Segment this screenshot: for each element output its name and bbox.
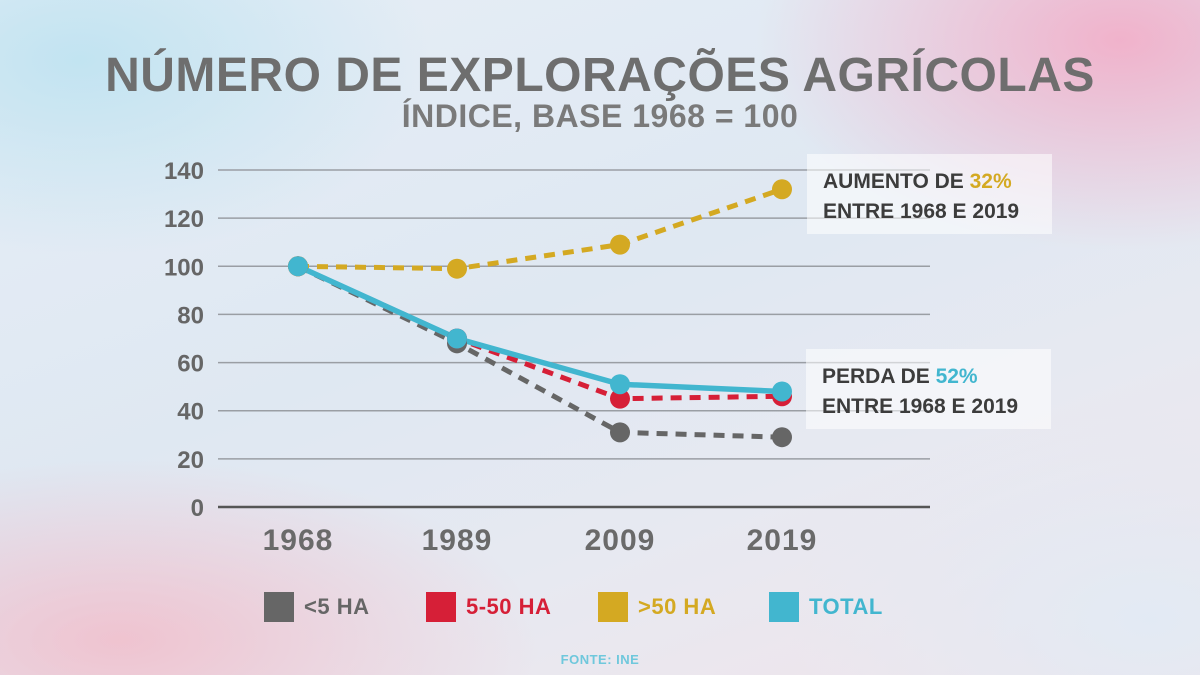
y-tick-label: 80 [177,302,204,329]
data-point-series-0 [610,422,630,443]
callout-increase: AUMENTO DE 32% ENTRE 1968 E 2019 [807,154,1052,234]
callout-loss: PERDA DE 52% ENTRE 1968 E 2019 [806,349,1051,429]
legend-swatch [426,592,456,622]
data-point-series-2 [610,234,630,255]
x-tick-label: 1989 [422,524,493,557]
series-line-3 [296,263,783,395]
y-tick-label: 20 [177,447,204,474]
series-line-0 [296,264,783,440]
callout-loss-value: 52% [935,365,978,388]
data-point-series-3 [288,256,308,277]
data-point-series-2 [772,179,792,200]
legend-item-total: TOTAL [769,590,883,624]
legend-swatch [769,592,799,622]
callout-loss-line1: PERDA DE 52% [822,362,1035,392]
legend-label: >50 HA [638,594,717,619]
series-line-2 [297,186,783,272]
x-tick-label: 2019 [747,524,818,557]
legend-item-over-50ha: >50 HA [598,590,716,624]
y-tick-label: 100 [164,254,204,281]
chart-subtitle: ÍNDICE, BASE 1968 = 100 [401,98,799,134]
data-point-series-3 [447,328,467,349]
y-tick-label: 120 [164,206,204,233]
y-tick-label: 0 [191,495,204,522]
legend-label: 5-50 HA [466,594,552,619]
chart-title: NÚMERO DE EXPLORAÇÕES AGRÍCOLAS [105,49,1095,102]
callout-loss-prefix: PERDA DE [822,365,936,388]
x-tick-label: 1968 [263,524,334,557]
legend-item-5-50ha: 5-50 HA [426,590,551,624]
x-tick-label: 2009 [585,524,656,557]
callout-increase-line1: AUMENTO DE 32% [823,167,1036,197]
data-point-series-2 [447,258,467,279]
legend-label: <5 HA [304,594,370,619]
y-tick-label: 60 [177,351,204,378]
data-point-series-3 [772,381,792,402]
data-point-series-3 [610,374,630,395]
legend-item-under-5ha: <5 HA [264,590,369,624]
data-point-series-0 [772,427,792,448]
legend: <5 HA 5-50 HA >50 HA TOTAL [0,590,1200,624]
legend-swatch [264,592,294,622]
legend-swatch [598,592,628,622]
y-tick-label: 40 [177,399,204,426]
series-line-1 [296,264,783,402]
legend-label: TOTAL [809,594,883,619]
callout-increase-prefix: AUMENTO DE [823,170,970,193]
data-point-series-1 [610,388,630,409]
callout-increase-value: 32% [969,170,1012,193]
callout-loss-line2: ENTRE 1968 E 2019 [822,395,1019,418]
callout-increase-line2: ENTRE 1968 E 2019 [823,200,1020,223]
y-tick-label: 140 [164,158,204,185]
source-note: FONTE: INE [560,652,640,667]
